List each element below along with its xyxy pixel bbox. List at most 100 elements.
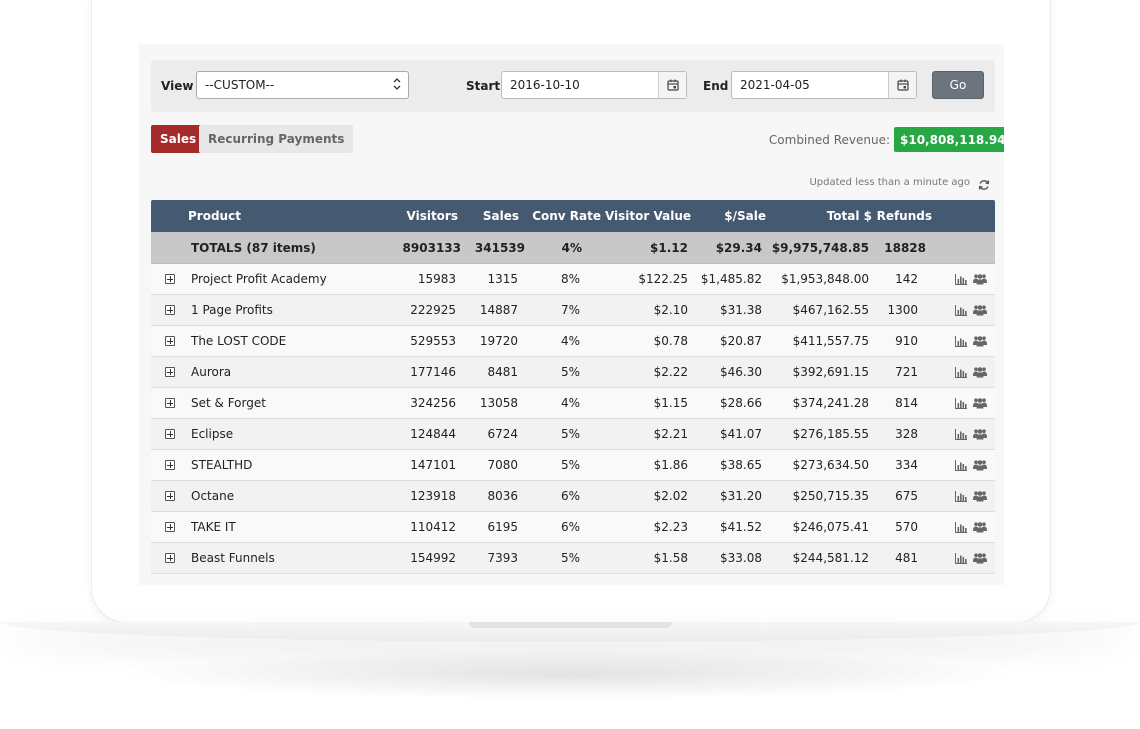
visitors-cell: 177146 xyxy=(410,365,456,379)
per-sale-cell: $41.07 xyxy=(720,427,762,441)
start-label: Start xyxy=(466,79,501,93)
table-row: 1 Page Profits 222925 14887 7% $2.10 $31… xyxy=(151,295,995,326)
visitor-value-cell: $1.15 xyxy=(653,396,688,410)
expand-icon[interactable] xyxy=(165,460,175,470)
refresh-icon[interactable] xyxy=(978,176,990,195)
visitor-value-cell: $2.02 xyxy=(653,489,688,503)
view-select-value: --CUSTOM-- xyxy=(205,78,275,92)
column-header-refunds[interactable]: Refunds xyxy=(876,209,932,223)
expand-icon[interactable] xyxy=(165,429,175,439)
bar-chart-icon[interactable] xyxy=(955,367,967,381)
conv-rate-cell: 6% xyxy=(560,489,580,503)
products-table: Product Visitors Sales Conv Rate Visitor… xyxy=(151,200,995,574)
visitors-cell: 147101 xyxy=(410,458,456,472)
calendar-icon[interactable] xyxy=(888,72,916,98)
column-header-sales[interactable]: Sales xyxy=(482,209,519,223)
product-name: STEALTHD xyxy=(191,458,253,472)
product-name: Set & Forget xyxy=(191,396,266,410)
bar-chart-icon[interactable] xyxy=(955,553,967,567)
bar-chart-icon[interactable] xyxy=(955,305,967,319)
refunds-cell: 910 xyxy=(895,334,918,348)
go-button[interactable]: Go xyxy=(932,71,984,99)
conv-rate-cell: 5% xyxy=(560,365,580,379)
users-icon[interactable] xyxy=(973,459,987,474)
users-icon[interactable] xyxy=(973,490,987,505)
tab-recurring-payments[interactable]: Recurring Payments xyxy=(199,125,354,153)
users-icon[interactable] xyxy=(973,428,987,443)
totals-row: TOTALS (87 items) 8903133 341539 4% $1.1… xyxy=(151,232,995,264)
visitor-value-cell: $1.86 xyxy=(653,458,688,472)
visitors-cell: 123918 xyxy=(410,489,456,503)
expand-icon[interactable] xyxy=(165,398,175,408)
refunds-cell: 481 xyxy=(895,551,918,565)
product-name: Beast Funnels xyxy=(191,551,275,565)
column-header-visitors[interactable]: Visitors xyxy=(406,209,459,223)
conv-rate-cell: 7% xyxy=(560,303,580,317)
combined-revenue-badge: $10,808,118.94 xyxy=(894,127,1004,152)
expand-icon[interactable] xyxy=(165,305,175,315)
product-name: 1 Page Profits xyxy=(191,303,273,317)
users-icon[interactable] xyxy=(973,304,987,319)
sales-cell: 6724 xyxy=(487,427,518,441)
visitor-value-cell: $2.21 xyxy=(653,427,688,441)
visitors-cell: 15983 xyxy=(417,272,456,286)
users-icon[interactable] xyxy=(973,273,987,288)
users-icon[interactable] xyxy=(973,366,987,381)
calendar-icon[interactable] xyxy=(658,72,686,98)
visitors-cell: 324256 xyxy=(410,396,456,410)
visitors-cell: 110412 xyxy=(410,520,456,534)
per-sale-cell: $28.66 xyxy=(720,396,762,410)
expand-icon[interactable] xyxy=(165,336,175,346)
totals-visitors: 8903133 xyxy=(402,240,461,255)
column-header-conv-rate[interactable]: Conv Rate xyxy=(532,209,601,223)
expand-icon[interactable] xyxy=(165,367,175,377)
tab-sales[interactable]: Sales xyxy=(151,125,206,153)
start-date-input[interactable]: 2016-10-10 xyxy=(501,71,687,99)
bar-chart-icon[interactable] xyxy=(955,336,967,350)
bar-chart-icon[interactable] xyxy=(955,429,967,443)
conv-rate-cell: 8% xyxy=(560,272,580,286)
sales-cell: 6195 xyxy=(487,520,518,534)
expand-icon[interactable] xyxy=(165,522,175,532)
bar-chart-icon[interactable] xyxy=(955,398,967,412)
end-date-input[interactable]: 2021-04-05 xyxy=(731,71,917,99)
column-header-product[interactable]: Product xyxy=(188,209,241,223)
refunds-cell: 142 xyxy=(895,272,918,286)
bar-chart-icon[interactable] xyxy=(955,274,967,288)
column-header-visitor-value[interactable]: Visitor Value xyxy=(604,209,691,223)
table-row: The LOST CODE 529553 19720 4% $0.78 $20.… xyxy=(151,326,995,357)
table-row: TAKE IT 110412 6195 6% $2.23 $41.52 $246… xyxy=(151,512,995,543)
sales-cell: 1315 xyxy=(487,272,518,286)
per-sale-cell: $33.08 xyxy=(720,551,762,565)
conv-rate-cell: 5% xyxy=(560,551,580,565)
laptop-notch xyxy=(469,622,672,628)
users-icon[interactable] xyxy=(973,397,987,412)
table-row: STEALTHD 147101 7080 5% $1.86 $38.65 $27… xyxy=(151,450,995,481)
conv-rate-cell: 4% xyxy=(560,334,580,348)
combined-revenue-label: Combined Revenue: xyxy=(768,133,890,147)
view-select[interactable]: --CUSTOM-- xyxy=(196,71,409,99)
users-icon[interactable] xyxy=(973,552,987,567)
users-icon[interactable] xyxy=(973,335,987,350)
column-header-per-sale[interactable]: $/Sale xyxy=(724,209,766,223)
sales-cell: 13058 xyxy=(479,396,518,410)
totals-total: $9,975,748.85 xyxy=(771,240,869,255)
users-icon[interactable] xyxy=(973,521,987,536)
table-row: Aurora 177146 8481 5% $2.22 $46.30 $392,… xyxy=(151,357,995,388)
column-header-total[interactable]: Total $ xyxy=(826,209,872,223)
refunds-cell: 1300 xyxy=(887,303,918,317)
refunds-cell: 570 xyxy=(895,520,918,534)
expand-icon[interactable] xyxy=(165,491,175,501)
total-cell: $392,691.15 xyxy=(792,365,869,379)
total-cell: $273,634.50 xyxy=(792,458,869,472)
bar-chart-icon[interactable] xyxy=(955,491,967,505)
bar-chart-icon[interactable] xyxy=(955,460,967,474)
expand-icon[interactable] xyxy=(165,274,175,284)
table-row: Eclipse 124844 6724 5% $2.21 $41.07 $276… xyxy=(151,419,995,450)
expand-icon[interactable] xyxy=(165,553,175,563)
per-sale-cell: $38.65 xyxy=(720,458,762,472)
visitor-value-cell: $122.25 xyxy=(638,272,688,286)
totals-sales: 341539 xyxy=(474,240,525,255)
conv-rate-cell: 4% xyxy=(560,396,580,410)
bar-chart-icon[interactable] xyxy=(955,522,967,536)
